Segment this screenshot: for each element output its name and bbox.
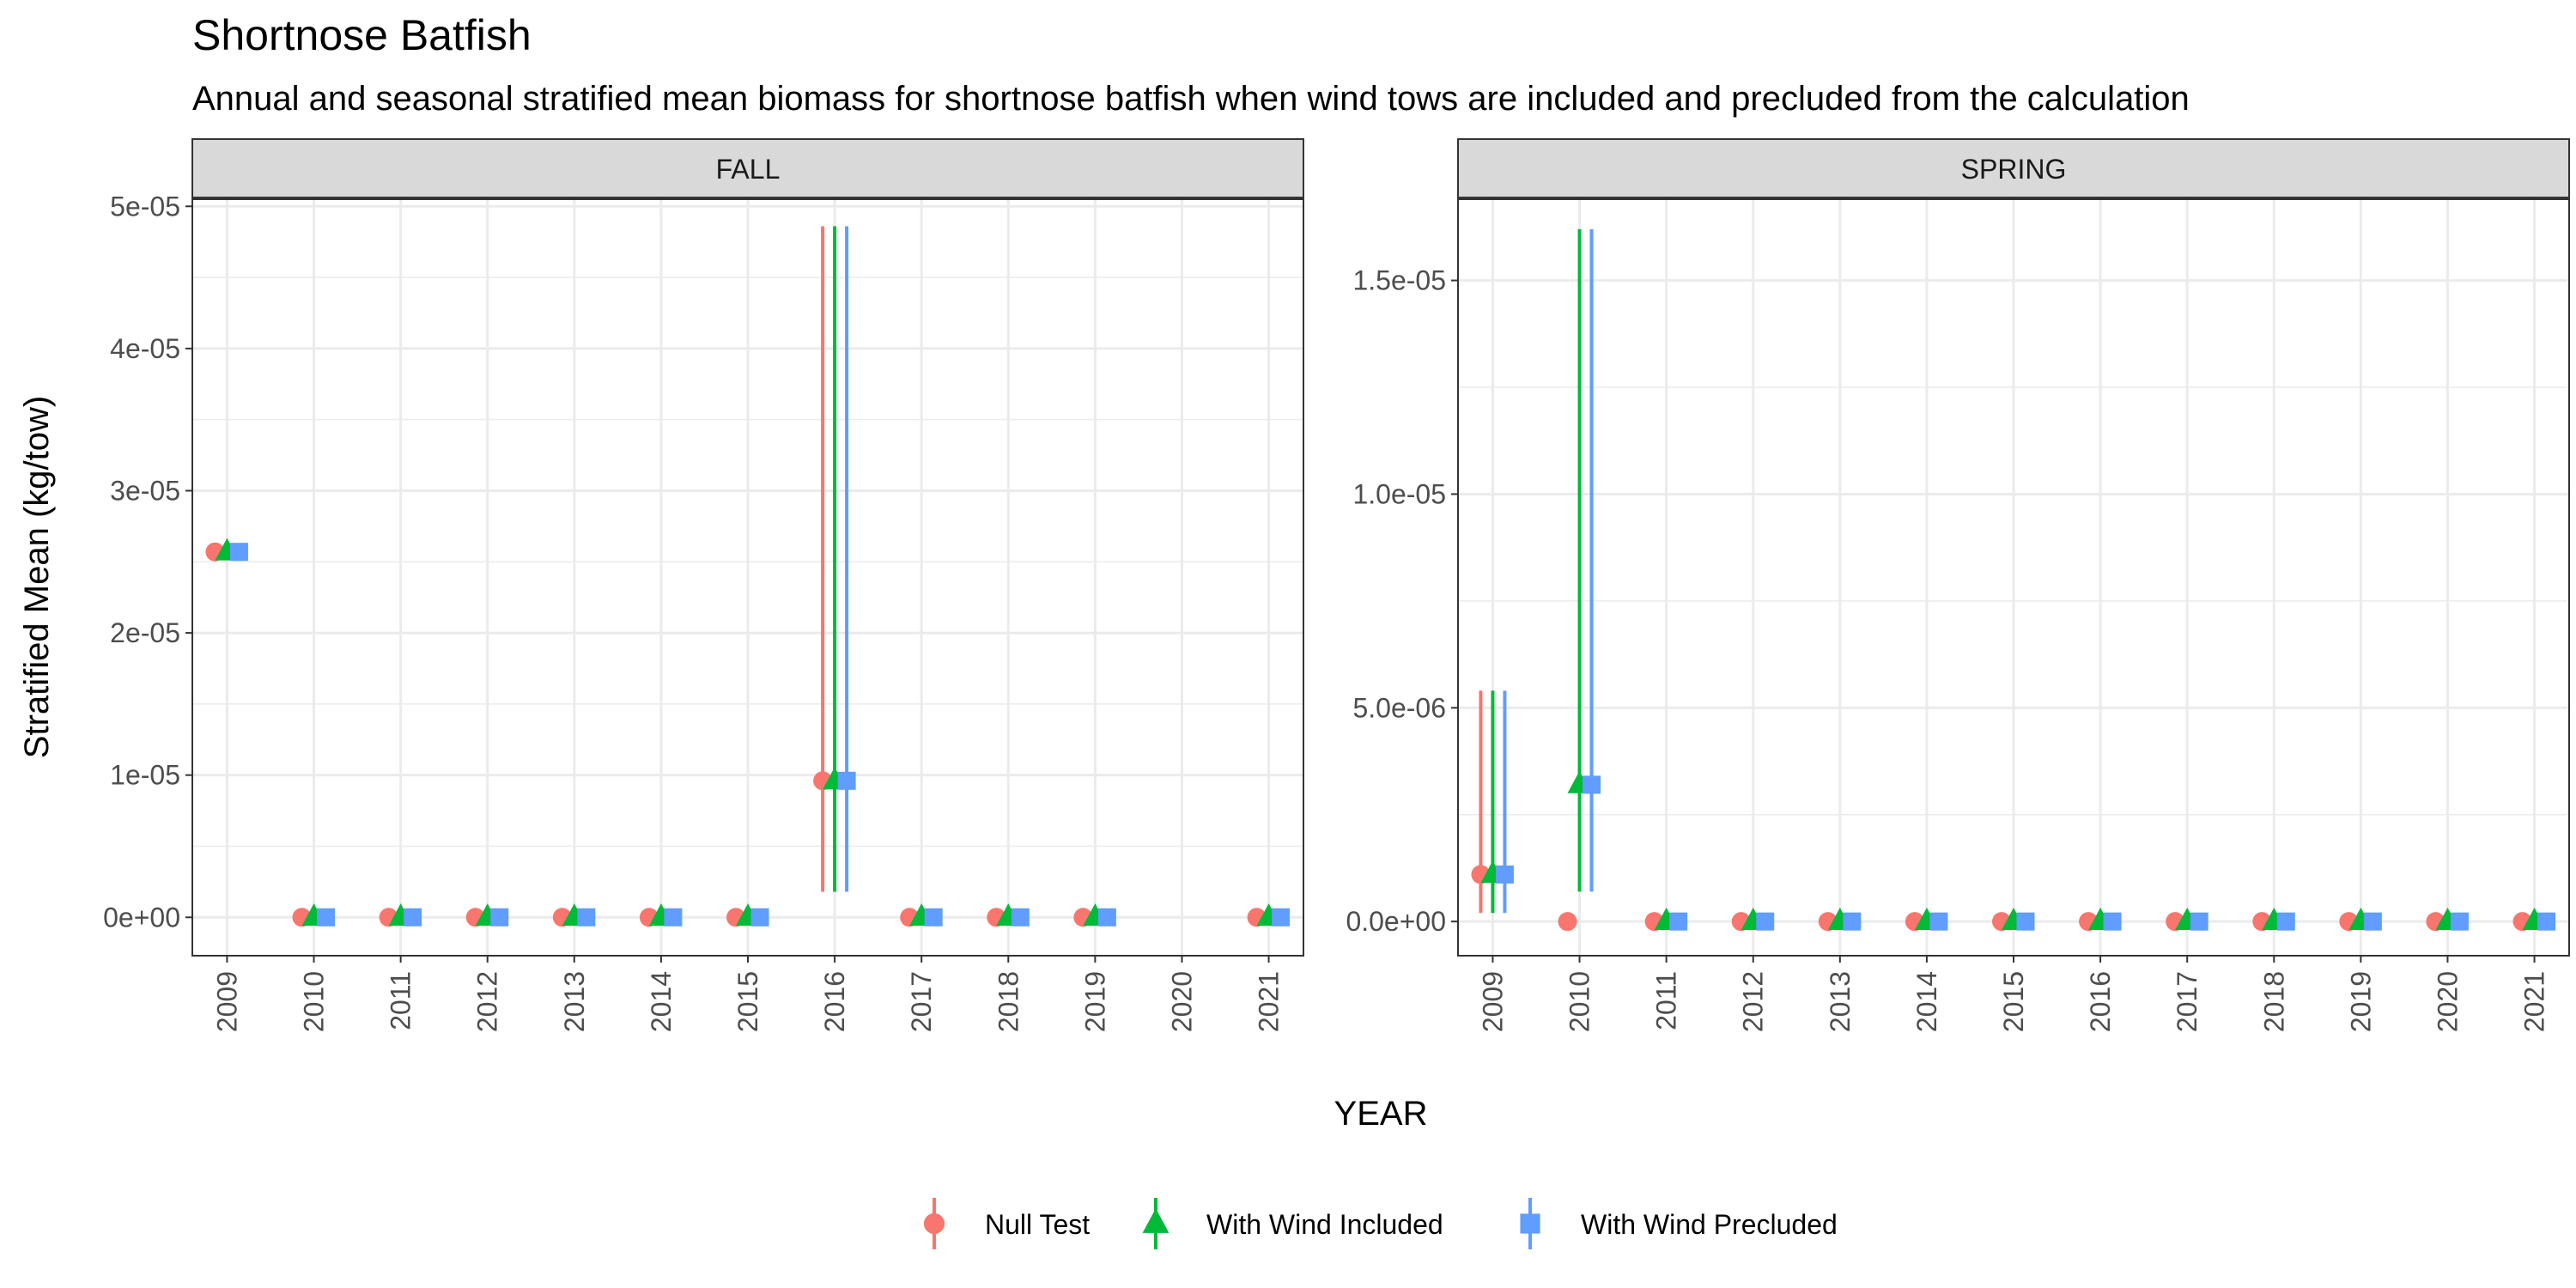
data-point	[2190, 912, 2208, 931]
y-tick-label: 3e-05	[110, 475, 180, 506]
x-axis-title: YEAR	[1334, 1095, 1428, 1133]
y-tick-label: 2e-05	[110, 617, 180, 648]
y-tick-label: 5e-05	[110, 191, 180, 222]
x-tick-label: 2009	[211, 971, 242, 1032]
y-tick-label: 1.5e-05	[1352, 265, 1446, 296]
panel-border-fall	[191, 198, 1304, 957]
legend-label: Null Test	[985, 1209, 1090, 1240]
x-tick-label: 2013	[559, 971, 590, 1032]
panel-border-spring	[1457, 198, 2570, 957]
legend-label: With Wind Precluded	[1581, 1209, 1838, 1240]
points-with-wind-precluded-fall	[229, 543, 1291, 927]
x-tick-label: 2014	[646, 971, 677, 1032]
strip-label-spring: SPRING	[1961, 154, 2067, 185]
x-tick-label: 2021	[1254, 971, 1285, 1032]
legend-item-with-wind-included: With Wind Included	[1142, 1198, 1443, 1249]
x-tick-label: 2016	[819, 971, 850, 1032]
x-tick-label: 2019	[1079, 971, 1110, 1032]
data-point	[1011, 908, 1030, 927]
data-point	[404, 908, 422, 927]
data-point	[1097, 908, 1116, 927]
data-point	[1669, 912, 1688, 931]
x-tick-label: 2010	[1564, 971, 1595, 1032]
x-tick-label: 2017	[2172, 971, 2202, 1032]
data-point	[2363, 912, 2382, 931]
x-tick-label: 2017	[906, 971, 937, 1032]
data-point	[2016, 912, 2035, 931]
x-tick-label: 2012	[472, 971, 503, 1032]
x-tick-label: 2018	[993, 971, 1024, 1032]
legend-item-with-wind-precluded: With Wind Precluded	[1520, 1198, 1838, 1249]
x-tick-label: 2015	[1998, 971, 2029, 1032]
strip-spring	[1457, 138, 2570, 198]
data-point	[1272, 908, 1291, 927]
points-with-wind-precluded-spring	[1495, 775, 2556, 931]
data-point	[1583, 775, 1601, 794]
x-tick-label: 2020	[2432, 971, 2463, 1032]
x-tick-label: 2014	[1911, 971, 1942, 1032]
panel-fall: FALL 0e+00 1e-05 2e-05 3e-05 4e-05 5e-05 2009 20…	[103, 138, 1304, 1032]
strip-fall	[191, 138, 1304, 198]
legend-key-marker	[923, 1212, 945, 1235]
panel-spring: SPRING 0.0e+00 5.0e-06 1.0e-05 1.5e-05 2009 20…	[1346, 138, 2570, 1032]
data-point	[664, 908, 683, 927]
data-point	[490, 908, 509, 927]
x-tick-label: 2011	[386, 971, 416, 1030]
x-tick-label: 2016	[2085, 971, 2116, 1032]
chart-subtitle: Annual and seasonal stratified mean biom…	[192, 80, 2190, 118]
data-point	[837, 771, 856, 790]
data-point	[1558, 912, 1577, 932]
chart-title: Shortnose Batfish	[192, 11, 532, 59]
x-tick-label: 2010	[299, 971, 330, 1032]
x-tick-label: 2013	[1825, 971, 1856, 1032]
legend-key-marker	[1520, 1213, 1540, 1234]
x-tick-label: 2020	[1166, 971, 1197, 1032]
x-tick-label: 2018	[2258, 971, 2289, 1032]
x-tick-label: 2019	[2345, 971, 2376, 1032]
x-tick-label: 2015	[732, 971, 763, 1032]
y-axis-title: Stratified Mean (kg/tow)	[18, 396, 56, 758]
data-point	[2276, 912, 2295, 931]
legend-key-marker	[1142, 1208, 1170, 1233]
data-point	[317, 908, 336, 927]
data-point	[924, 908, 943, 927]
data-point	[1495, 865, 1514, 884]
y-tick-label: 0.0e+00	[1346, 906, 1446, 937]
data-point	[2537, 912, 2556, 931]
y-tick-label: 1e-05	[110, 760, 180, 791]
data-point	[750, 908, 769, 927]
x-tick-label: 2012	[1738, 971, 1769, 1032]
data-point	[1843, 912, 1862, 931]
strip-label-fall: FALL	[716, 154, 781, 185]
data-point	[2103, 912, 2122, 931]
x-tick-label: 2011	[1651, 971, 1682, 1030]
legend-label: With Wind Included	[1206, 1209, 1443, 1240]
data-point	[229, 543, 248, 562]
facet-panels: FALL 0e+00 1e-05 2e-05 3e-05 4e-05 5e-05 2009 20…	[103, 138, 2570, 1032]
data-point	[2450, 912, 2469, 931]
data-point	[1929, 912, 1948, 931]
y-tick-label: 4e-05	[110, 333, 180, 364]
data-point	[577, 908, 596, 927]
legend: Null Test With Wind Included With Wind Pre…	[923, 1198, 1838, 1249]
legend-item-null-test: Null Test	[923, 1198, 1090, 1249]
data-point	[1756, 912, 1775, 931]
y-tick-label: 5.0e-06	[1352, 692, 1446, 723]
y-tick-label: 0e+00	[103, 902, 180, 933]
y-tick-label: 1.0e-05	[1352, 478, 1446, 509]
x-tick-label: 2021	[2519, 971, 2550, 1032]
x-tick-label: 2009	[1477, 971, 1508, 1032]
